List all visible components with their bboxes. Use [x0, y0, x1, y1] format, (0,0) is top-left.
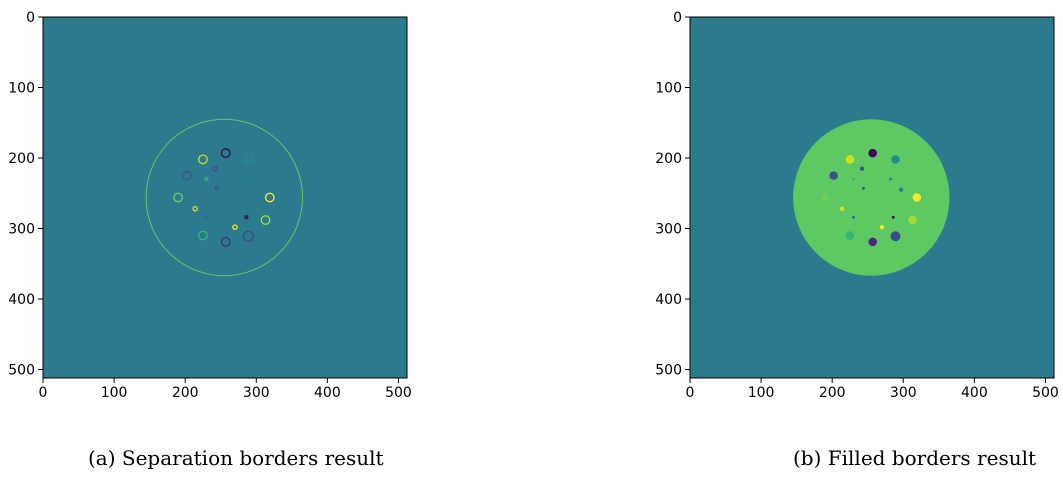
- x-tick-label-a-4: 400: [314, 385, 341, 401]
- blob-b-17: [879, 224, 885, 230]
- x-tick-label-b-2: 200: [819, 385, 846, 401]
- y-tick-label-a-3: 300: [8, 222, 35, 238]
- caption-b: (b) Filled borders result: [793, 446, 1037, 470]
- x-tick-label-b-4: 400: [961, 385, 988, 401]
- y-tick-label-a-1: 100: [8, 81, 35, 97]
- blob-b-14: [840, 206, 845, 211]
- blob-border-a-11: [204, 177, 209, 182]
- blob-b-9: [890, 231, 901, 242]
- blob-b-3: [829, 171, 838, 180]
- y-tick-label-b-4: 400: [655, 292, 682, 308]
- x-tick-label-b-0: 0: [686, 385, 695, 401]
- blob-border-a-14: [192, 205, 198, 212]
- large-circle-border-a: [145, 118, 303, 277]
- blob-b-8: [868, 237, 877, 247]
- blob-b-2: [891, 155, 900, 164]
- blob-border-a-9: [242, 230, 255, 242]
- y-tick-label-b-5: 500: [655, 363, 682, 379]
- blob-border-a-13: [251, 186, 257, 193]
- blob-b-0: [868, 148, 877, 158]
- axes-frame-a: [42, 16, 408, 379]
- y-tick-label-a-4: 400: [8, 292, 35, 308]
- blob-border-a-6: [260, 215, 271, 225]
- blob-border-a-5: [264, 192, 275, 203]
- x-tick-label-b-5: 500: [1032, 385, 1059, 401]
- blob-border-a-4: [173, 192, 183, 203]
- y-tick-label-a-0: 0: [26, 10, 35, 26]
- blob-border-a-1: [198, 154, 208, 165]
- blob-border-a-15: [204, 215, 209, 220]
- blob-border-a-18: [214, 186, 219, 191]
- y-tick-label-b-0: 0: [673, 10, 682, 26]
- large-disk-b: [793, 119, 950, 276]
- x-tick-label-b-3: 300: [890, 385, 917, 401]
- x-tick-label-a-5: 500: [385, 385, 412, 401]
- blob-border-a-8: [220, 237, 231, 247]
- blob-border-a-12: [241, 177, 246, 182]
- blob-b-11: [852, 177, 855, 181]
- y-tick-label-a-5: 500: [8, 363, 35, 379]
- blob-border-a-0: [220, 148, 231, 158]
- x-tick-label-a-3: 300: [243, 385, 270, 401]
- blob-b-1: [845, 155, 855, 164]
- blob-b-16: [891, 215, 895, 219]
- blob-border-a-7: [198, 230, 208, 241]
- blob-b-15: [852, 215, 855, 219]
- heatmap-background-a: [43, 17, 407, 378]
- blob-b-4: [820, 193, 830, 202]
- blob-b-7: [845, 231, 855, 240]
- blob-border-a-3: [181, 170, 192, 181]
- blob-b-18: [862, 186, 865, 190]
- x-tick-label-a-0: 0: [39, 385, 48, 401]
- blob-b-10: [859, 166, 865, 171]
- blob-border-a-16: [244, 215, 249, 220]
- x-tick-label-a-2: 200: [172, 385, 199, 401]
- blob-b-6: [908, 215, 917, 225]
- y-tick-label-a-2: 200: [8, 151, 35, 167]
- y-tick-label-b-3: 300: [655, 222, 682, 238]
- axes-frame-b: [689, 16, 1055, 379]
- x-tick-label-a-1: 100: [101, 385, 128, 401]
- blob-border-a-2: [243, 154, 254, 165]
- blob-border-a-17: [232, 224, 238, 230]
- blob-b-12: [889, 177, 892, 181]
- y-tick-label-b-2: 200: [655, 151, 682, 167]
- blob-border-a-10: [212, 165, 218, 172]
- blob-b-13: [899, 187, 904, 192]
- x-tick-label-b-1: 100: [748, 385, 775, 401]
- y-tick-label-b-1: 100: [655, 81, 682, 97]
- caption-a: (a) Separation borders result: [88, 446, 384, 470]
- blob-b-5: [912, 193, 922, 202]
